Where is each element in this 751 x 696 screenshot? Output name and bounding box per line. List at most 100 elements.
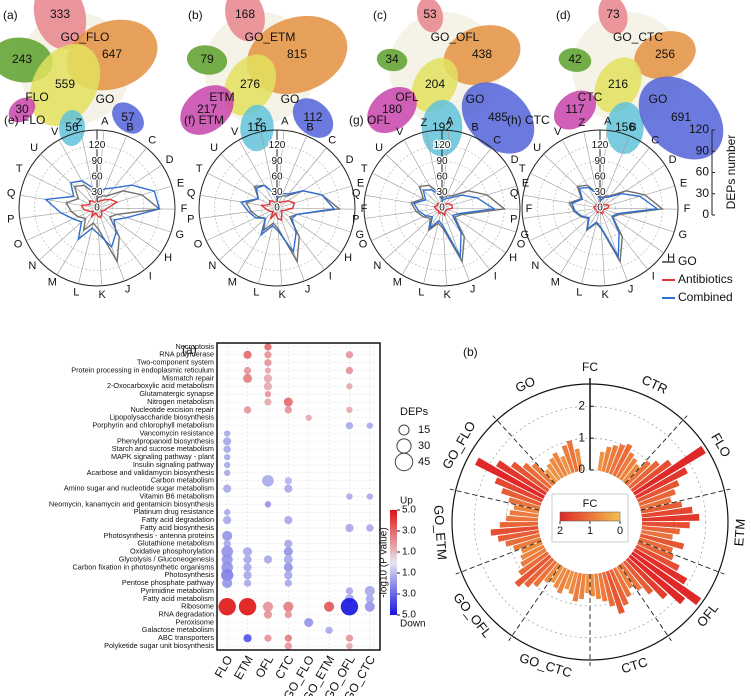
petal-count: 180 [382, 102, 402, 116]
bar [552, 452, 568, 477]
spoke [581, 207, 601, 284]
dot [243, 571, 252, 580]
petal-count: 56 [65, 120, 79, 134]
petal-count: 438 [472, 47, 492, 61]
series-line [239, 184, 336, 254]
bar [508, 497, 541, 510]
set-label: ETM [209, 90, 234, 104]
spoke [599, 207, 648, 270]
pathway-label: Fatty acid metabolism [143, 594, 214, 603]
category-label: H [344, 252, 352, 264]
category-label: F [181, 203, 188, 215]
radial-tick-label: 0 [439, 203, 445, 214]
spoke [96, 207, 172, 233]
spoke [559, 207, 601, 276]
radial-tick-label: 90 [271, 156, 283, 167]
colorbar-tick-label: 1.0 [402, 547, 416, 558]
dot [283, 554, 293, 564]
spoke [78, 207, 98, 284]
section-label: GO_ETM [431, 505, 450, 561]
bar [574, 448, 583, 472]
category-label: Z [76, 117, 83, 129]
petal [411, 57, 459, 113]
fc-legend-title: FC [583, 498, 598, 510]
bar [531, 462, 555, 487]
category-label: E [680, 178, 687, 190]
bar [533, 560, 558, 588]
category-label: M [393, 277, 402, 289]
dot [346, 383, 353, 390]
section-divider [640, 488, 731, 511]
spoke [96, 130, 105, 209]
series-line [592, 203, 610, 215]
bar [566, 440, 579, 473]
spoke [423, 207, 443, 284]
dot [305, 414, 312, 421]
scale-tick-label: 120 [689, 122, 709, 136]
spoke [199, 207, 278, 219]
set-label: CTC [578, 90, 603, 104]
category-label: K [279, 289, 287, 301]
pathway-label: Fatty acid degradation [142, 515, 214, 524]
category-label: N [208, 260, 216, 272]
set-label: GO [281, 92, 300, 106]
series-line [259, 200, 296, 222]
category-label: M [228, 277, 237, 289]
bar [578, 573, 586, 600]
bar [641, 513, 700, 522]
dot [243, 634, 252, 643]
dot [264, 390, 272, 398]
section-divider [492, 415, 556, 484]
dot [366, 422, 373, 429]
spoke [276, 130, 285, 209]
bar [640, 501, 683, 514]
series-line [433, 202, 454, 217]
category-label: C [493, 135, 501, 147]
bar [520, 541, 543, 554]
size-legend-circle [398, 424, 410, 436]
bar [605, 570, 625, 615]
petal-count: 112 [303, 110, 322, 124]
spoke [523, 194, 601, 209]
spoke [96, 207, 102, 286]
spoke [383, 207, 443, 261]
category-label: M [551, 277, 560, 289]
dot [263, 555, 273, 564]
spoke [276, 207, 355, 210]
radial-tick-label: 120 [269, 140, 286, 151]
dot [304, 617, 314, 627]
spoke [441, 207, 490, 270]
pathway-label: Phenylpropanoid biosynthesis [117, 436, 214, 445]
spoke [27, 172, 98, 209]
size-legend-circle [396, 438, 412, 454]
section-label: FLO [708, 430, 734, 459]
series-line [412, 189, 496, 260]
category-label: Q [510, 188, 519, 200]
x-tick-label: ETM [231, 653, 256, 682]
dot [345, 366, 354, 375]
dot [345, 421, 354, 430]
series-line [65, 184, 162, 264]
bar [568, 571, 579, 595]
bar [639, 533, 685, 550]
category-label: B [629, 121, 636, 133]
petal [553, 90, 597, 130]
spoke [96, 164, 163, 209]
category-label: J [470, 283, 476, 295]
bar [619, 562, 643, 591]
series-line [570, 186, 660, 260]
dot [284, 610, 292, 619]
set-label: GO [466, 92, 485, 106]
bar [635, 544, 680, 572]
bar [608, 443, 626, 475]
category-label: U [30, 142, 38, 154]
panel-title: (g) OFL [349, 113, 391, 127]
pathway-label: Platinum drug resistance [134, 507, 214, 516]
petal-count: 42 [568, 52, 582, 66]
spoke [258, 207, 278, 284]
scale-title: DEPs number [724, 135, 738, 210]
dot [263, 610, 273, 619]
petal-count: 815 [287, 47, 307, 61]
size-legend-label: 30 [418, 440, 430, 452]
dot [243, 563, 252, 572]
